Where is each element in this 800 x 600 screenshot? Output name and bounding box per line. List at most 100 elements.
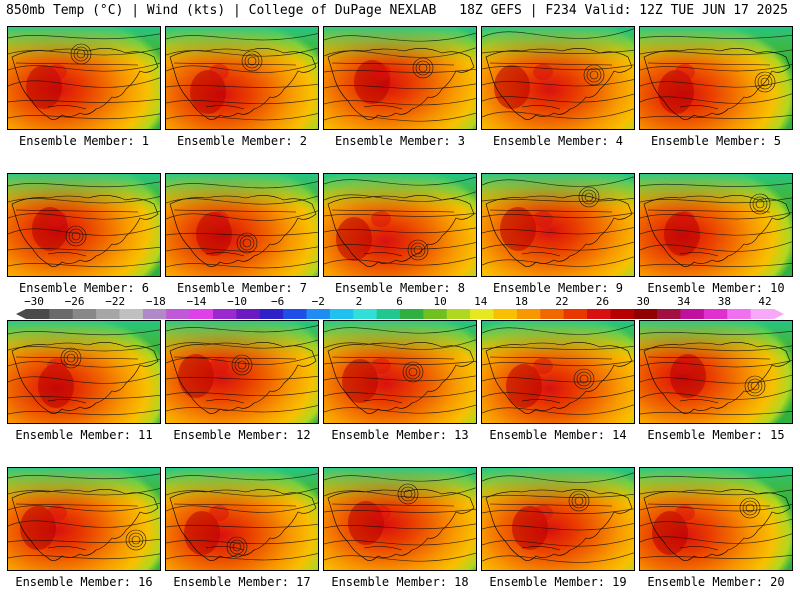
ensemble-member-label: Ensemble Member: 14	[489, 428, 627, 442]
temperature-map	[482, 27, 634, 129]
ensemble-map-panel	[481, 173, 635, 277]
colorbar-tick-label: 34	[677, 295, 691, 308]
colorbar-ticks: −30 −26 −22 −18 −14 −10 −6 −2 2 6 10 14 18 22 26 30 34 38…	[0, 296, 800, 310]
colorbar-tick-label: −18	[145, 295, 166, 308]
temperature-map	[8, 27, 160, 129]
colorbar-arrow-right	[774, 309, 784, 319]
colorbar-tick-label: −14	[186, 295, 207, 308]
ensemble-member-label: Ensemble Member: 15	[647, 428, 785, 442]
ensemble-map-panel	[323, 173, 477, 277]
colorbar-segment	[633, 309, 658, 319]
colorbar-segment	[516, 309, 541, 319]
colorbar-segment	[96, 309, 120, 319]
colorbar-tick-label: −10	[227, 295, 247, 308]
colorbar-tick-label: −22	[105, 295, 126, 308]
ensemble-member-label: Ensemble Member: 12	[173, 428, 311, 442]
colorbar-segment	[353, 309, 378, 319]
colorbar-segment	[236, 309, 261, 319]
ensemble-map-panel	[639, 173, 793, 277]
ensemble-map-panel	[7, 320, 161, 424]
colorbar-segment	[446, 309, 471, 319]
ensemble-member-label: Ensemble Member: 13	[331, 428, 469, 442]
ensemble-map-panel	[7, 173, 161, 277]
ensemble-map-panel	[165, 173, 319, 277]
colorbar-segment	[376, 309, 401, 319]
colorbar-segment	[750, 309, 775, 319]
colorbar-segment	[540, 309, 565, 319]
ensemble-member-label: Ensemble Member: 5	[650, 134, 782, 148]
colorbar-tick-label: 22	[555, 295, 569, 308]
colorbar-tick-label: 18	[514, 295, 528, 308]
colorbar-tick-label: −30	[24, 295, 44, 308]
ensemble-member-label: Ensemble Member: 2	[176, 134, 308, 148]
colorbar-tick-label: 38	[717, 295, 731, 308]
temperature-map	[166, 174, 318, 276]
colorbar-tick-label: −6	[271, 295, 285, 308]
temperature-map	[482, 321, 634, 423]
colorbar-segment	[72, 309, 97, 319]
colorbar-segment	[680, 309, 705, 319]
colorbar-segment	[306, 309, 331, 319]
temperature-map	[324, 27, 476, 129]
temperature-map	[482, 468, 634, 570]
ensemble-member-label: Ensemble Member: 17	[173, 575, 311, 589]
temperature-map	[166, 468, 318, 570]
ensemble-member-label: Ensemble Member: 3	[334, 134, 466, 148]
colorbar-arrow-left	[16, 309, 26, 319]
ensemble-member-label: Ensemble Member: 10	[647, 281, 785, 295]
colorbar-segment	[610, 309, 635, 319]
colorbar-segment	[166, 309, 191, 319]
ensemble-member-label: Ensemble Member: 16	[15, 575, 153, 589]
colorbar-tick-label: 14	[474, 295, 488, 308]
colorbar-segment	[587, 309, 611, 319]
ensemble-map-panel	[481, 320, 635, 424]
colorbar-segment	[657, 309, 681, 319]
colorbar-tick-label: 26	[595, 295, 610, 308]
colorbar-segment	[213, 309, 237, 319]
ensemble-member-label: Ensemble Member: 20	[647, 575, 785, 589]
colorbar-segment	[189, 309, 214, 319]
colorbar-tick-label: 42	[758, 295, 772, 308]
colorbar-segment	[259, 309, 284, 319]
colorbar-segment	[703, 309, 728, 319]
temperature-map	[640, 468, 792, 570]
ensemble-map-panel	[7, 26, 161, 130]
ensemble-member-label: Ensemble Member: 1	[18, 134, 150, 148]
colorbar-segment	[727, 309, 752, 319]
colorbar-tick-label: −26	[64, 295, 85, 308]
ensemble-map-panel	[323, 26, 477, 130]
colorbar-segment	[142, 309, 167, 319]
temperature-map	[324, 174, 476, 276]
temperature-map	[324, 321, 476, 423]
ensemble-member-label: Ensemble Member: 18	[331, 575, 469, 589]
temperature-map	[482, 174, 634, 276]
temperature-map	[640, 321, 792, 423]
colorbar-segment	[26, 309, 50, 319]
temperature-map	[640, 27, 792, 129]
temperature-map	[8, 174, 160, 276]
colorbar-tick-label: 10	[433, 295, 447, 308]
ensemble-member-label: Ensemble Member: 4	[492, 134, 624, 148]
ensemble-map-panel	[639, 320, 793, 424]
colorbar-tick-label: 30	[636, 295, 650, 308]
colorbar-segment	[470, 309, 494, 319]
ensemble-member-label: Ensemble Member: 6	[18, 281, 150, 295]
temperature-map	[166, 321, 318, 423]
ensemble-member-label: Ensemble Member: 11	[15, 428, 153, 442]
header-valid-time: 18Z GEFS | F234 Valid: 12Z TUE JUN 17 20…	[459, 3, 788, 18]
ensemble-map-panel	[323, 320, 477, 424]
ensemble-map-panel	[7, 467, 161, 571]
colorbar-tick-label: −2	[311, 295, 325, 308]
temperature-colorbar	[16, 309, 784, 319]
ensemble-map-panel	[165, 26, 319, 130]
colorbar-segment	[400, 309, 424, 319]
ensemble-member-label: Ensemble Member: 9	[492, 281, 624, 295]
ensemble-map-panel	[165, 467, 319, 571]
temperature-map	[166, 27, 318, 129]
header-title: 850mb Temp (°C) | Wind (kts) | College o…	[6, 3, 437, 18]
temperature-map	[640, 174, 792, 276]
ensemble-map-panel	[481, 467, 635, 571]
ensemble-map-panel	[323, 467, 477, 571]
ensemble-member-label: Ensemble Member: 7	[176, 281, 308, 295]
ensemble-map-panel	[639, 26, 793, 130]
